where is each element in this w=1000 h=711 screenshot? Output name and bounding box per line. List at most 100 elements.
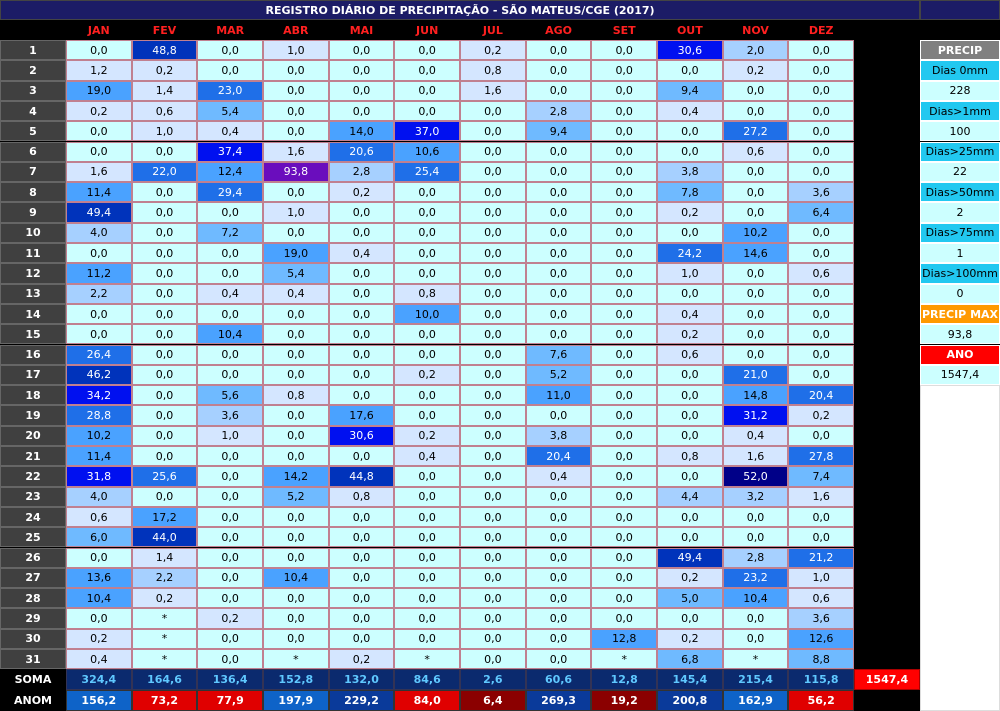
rain-cell: 0,0 (394, 40, 460, 61)
rain-cell: 0,0 (525, 202, 592, 223)
soma-cell: 145,4 (657, 669, 723, 691)
rain-cell: 0,0 (197, 628, 263, 649)
rain-cell: 0,0 (263, 182, 329, 203)
rain-cell: 0,0 (591, 405, 658, 426)
rain-cell: 10,6 (394, 141, 460, 162)
anom-cell: 162,9 (722, 690, 789, 711)
side-panel-cell: 228 (920, 80, 1000, 101)
rain-cell: 0,0 (66, 547, 132, 568)
rain-cell: 7,8 (657, 182, 723, 203)
rain-cell: 2,8 (722, 547, 789, 568)
rain-cell: 4,0 (66, 486, 132, 507)
soma-cell: 324,4 (66, 669, 132, 691)
rain-cell: 0,0 (263, 222, 329, 243)
soma-cell: 164,6 (131, 669, 198, 691)
rain-cell: 0,0 (328, 100, 395, 122)
rain-cell: 0,0 (328, 588, 395, 609)
rain-cell: 0,0 (591, 80, 658, 101)
anom-cell: 19,2 (591, 690, 658, 711)
rain-cell: 11,4 (66, 182, 132, 203)
rain-cell: 5,2 (263, 486, 329, 507)
rain-cell: 0,4 (197, 121, 263, 142)
rain-cell: 11,4 (66, 446, 132, 467)
title-bar-end (920, 0, 1000, 20)
rain-cell: 0,0 (460, 466, 526, 487)
rain-cell: 0,0 (460, 243, 526, 264)
rain-cell: 10,0 (394, 303, 460, 325)
rain-cell: 0,0 (788, 80, 855, 101)
rain-cell: 0,0 (263, 588, 329, 609)
rain-cell: 0,0 (263, 344, 329, 365)
rain-cell: 0,6 (66, 506, 132, 528)
rain-cell: 8,8 (788, 649, 855, 670)
rain-cell: 0,2 (657, 324, 723, 345)
rain-cell: 0,0 (722, 344, 789, 365)
rain-cell: 0,0 (591, 121, 658, 142)
rain-cell: 37,4 (197, 141, 263, 162)
month-header: MAI (328, 20, 395, 40)
rain-cell: 0,0 (788, 506, 855, 528)
rain-cell: 0,0 (263, 60, 329, 81)
rain-cell: 0,0 (394, 344, 460, 365)
rain-cell: 2,8 (525, 100, 592, 122)
day-label: 27 (0, 567, 66, 589)
rain-cell: 93,8 (263, 161, 329, 183)
rain-cell: 0,0 (460, 547, 526, 568)
rain-cell: 0,0 (197, 547, 263, 568)
day-label: 7 (0, 161, 66, 183)
rain-cell: 10,4 (722, 588, 789, 609)
rain-cell: 0,0 (657, 527, 723, 548)
rain-cell: 0,0 (460, 182, 526, 203)
rain-cell: 0,0 (394, 202, 460, 223)
rain-cell: 0,0 (394, 527, 460, 548)
rain-cell: 0,0 (131, 263, 198, 284)
rain-cell: 0,2 (657, 202, 723, 223)
side-panel-cell: 1547,4 (920, 364, 1000, 386)
rain-cell: 0,0 (328, 608, 395, 629)
rain-cell: 0,4 (525, 466, 592, 487)
rain-cell: 1,0 (657, 263, 723, 284)
rain-cell: 29,4 (197, 182, 263, 203)
rain-cell: 28,8 (66, 405, 132, 426)
anom-cell: 6,4 (460, 690, 526, 711)
rain-cell: 0,0 (591, 161, 658, 183)
rain-cell: 2,2 (66, 283, 132, 304)
month-header: MAR (197, 20, 263, 40)
rain-cell: 0,0 (460, 222, 526, 243)
rain-cell: 0,0 (788, 40, 855, 61)
rain-cell: 0,0 (657, 222, 723, 243)
side-panel-cell: 22 (920, 161, 1000, 183)
rain-cell: 2,2 (131, 567, 198, 589)
month-header: NOV (722, 20, 789, 40)
rain-cell: 0,0 (722, 202, 789, 223)
day-label: 1 (0, 40, 66, 61)
rain-cell: 0,0 (460, 121, 526, 142)
rain-cell: 1,0 (197, 425, 263, 446)
rain-cell: 5,2 (525, 364, 592, 386)
rain-cell: 1,6 (722, 446, 789, 467)
rain-cell: 0,0 (460, 608, 526, 629)
rain-cell: 0,6 (788, 588, 855, 609)
rain-cell: 12,8 (591, 628, 658, 649)
rain-cell: 0,0 (394, 222, 460, 243)
rain-cell: 17,6 (328, 405, 395, 426)
rain-cell: 0,0 (328, 344, 395, 365)
rain-cell: 1,0 (263, 40, 329, 61)
rain-cell: 0,0 (460, 303, 526, 325)
day-label: 25 (0, 527, 66, 548)
rain-cell: 0,0 (263, 80, 329, 101)
rain-cell: 0,4 (328, 243, 395, 264)
anom-cell: 156,2 (66, 690, 132, 711)
month-header: JAN (66, 20, 132, 40)
rain-cell: 0,4 (66, 649, 132, 670)
rain-cell: 0,0 (525, 222, 592, 243)
rain-cell: 0,0 (657, 283, 723, 304)
rain-cell: 0,0 (722, 182, 789, 203)
rain-cell: 12,6 (788, 628, 855, 649)
rain-cell: 0,0 (525, 161, 592, 183)
soma-total: 1547,4 (854, 669, 920, 691)
rain-cell: 0,0 (263, 121, 329, 142)
rain-cell: 37,0 (394, 121, 460, 142)
rain-cell: 0,0 (722, 161, 789, 183)
day-label: 13 (0, 283, 66, 304)
